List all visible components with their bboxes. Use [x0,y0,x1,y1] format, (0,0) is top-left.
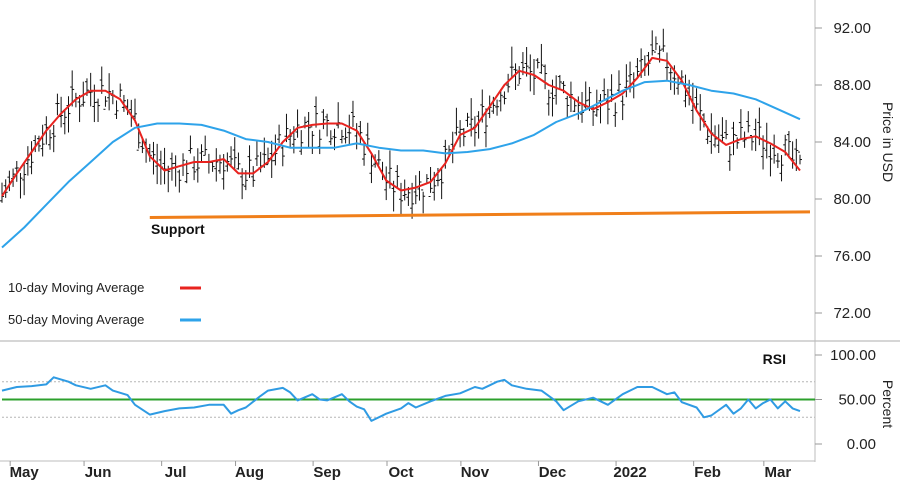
x-tick-label: Aug [235,464,264,481]
rsi-title: RSI [763,351,786,367]
rsi-y-tick-label: 0.00 [847,436,876,453]
legend-label-10day: 10-day Moving Average [8,280,144,295]
price-y-tick-label: 80.00 [833,191,871,208]
price-axis-title: Price in USD [880,102,896,182]
x-tick-label: Nov [461,464,490,481]
price-y-tick-label: 76.00 [833,248,871,265]
x-tick-label: 2022 [613,464,646,481]
price-y-tick-label: 72.00 [833,305,871,322]
price-y-tick-label: 88.00 [833,77,871,94]
price-y-tick-label: 84.00 [833,134,871,151]
support-line [149,210,811,220]
rsi-y-tick-label: 50.00 [838,392,876,409]
rsi-axis-title: Percent [880,380,896,428]
x-tick-label: Sep [313,464,341,481]
x-tick-label: Jul [165,464,187,481]
ma50-line [1,79,801,249]
rsi-line [1,376,801,422]
price-y-tick-label: 92.00 [833,20,871,37]
x-tick-label: Mar [764,464,791,481]
legend-label-50day: 50-day Moving Average [8,312,144,327]
x-tick-label: Feb [694,464,721,481]
ma10-line [1,56,801,197]
x-tick-label: May [10,464,40,481]
x-tick-label: Oct [388,464,413,481]
x-tick-label: Jun [85,464,112,481]
support-label: Support [151,221,205,237]
x-tick-label: Dec [539,464,567,481]
rsi-y-tick-label: 100.00 [830,347,876,364]
